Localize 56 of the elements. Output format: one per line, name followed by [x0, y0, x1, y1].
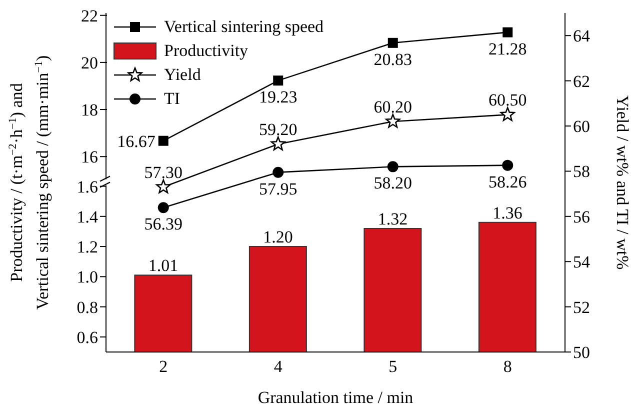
data-label: 56.39 — [144, 214, 182, 234]
y-tick-label: 1.6 — [76, 177, 98, 196]
point — [387, 161, 398, 172]
data-label: 1.01 — [148, 256, 178, 276]
point — [270, 136, 286, 150]
legend-label: Yield — [164, 64, 201, 86]
x-tick-label: 8 — [503, 357, 512, 376]
y2-tick-label: 56 — [573, 207, 590, 226]
point — [388, 38, 398, 48]
y-tick-label: 1.4 — [76, 207, 98, 226]
x-tick-label: 2 — [159, 357, 168, 376]
data-label: 60.50 — [488, 90, 527, 110]
x-tick-label: 5 — [388, 357, 398, 376]
y3-tick-label: 22 — [81, 6, 98, 26]
data-label: 1.36 — [492, 203, 522, 222]
point — [158, 136, 168, 146]
data-label: 60.20 — [374, 97, 412, 116]
data-label: 20.83 — [374, 50, 412, 69]
y2-tick-label: 62 — [573, 72, 590, 91]
point — [502, 160, 514, 171]
y-tick-label: 1.0 — [76, 268, 98, 287]
y3-tick-label: 20 — [81, 53, 98, 72]
y3-tick-label: 18 — [81, 100, 98, 120]
y-tick-label: 0.8 — [76, 298, 98, 317]
y2-tick-label: 60 — [573, 117, 590, 136]
legend-label: TI — [164, 88, 180, 110]
data-label: 1.20 — [263, 228, 293, 247]
y2-tick-label: 52 — [573, 298, 590, 317]
y2-tick-label: 50 — [573, 343, 590, 362]
point — [386, 114, 400, 128]
x-axis-title: Granulation time / min — [258, 388, 414, 405]
legend-label: Productivity — [164, 40, 248, 62]
data-label: 58.26 — [488, 172, 527, 192]
y3-tick-label: 16 — [81, 148, 98, 167]
y2-axis-title: Yield / wt% and TI / wt% — [613, 95, 631, 270]
point — [272, 166, 284, 178]
data-label: 16.67 — [117, 132, 156, 151]
data-label: 57.95 — [259, 179, 298, 198]
y-tick-label: 1.2 — [76, 238, 98, 257]
data-label: 21.28 — [488, 39, 527, 58]
data-label: 57.30 — [144, 163, 182, 182]
point — [158, 202, 169, 214]
data-label: 59.20 — [259, 120, 298, 140]
x-tick-label: 4 — [274, 357, 283, 376]
data-label: 19.23 — [259, 88, 298, 107]
point — [502, 27, 513, 38]
data-label: 1.32 — [378, 209, 408, 228]
data-label: 58.20 — [374, 174, 412, 193]
legend-label: Vertical sintering speed — [164, 16, 324, 38]
point — [156, 179, 171, 194]
y2-tick-label: 58 — [573, 162, 590, 182]
y2-tick-label: 54 — [573, 252, 590, 272]
point — [273, 76, 284, 86]
point — [500, 107, 515, 122]
y-tick-label: 0.6 — [76, 328, 98, 347]
y2-tick-label: 64 — [573, 26, 590, 46]
